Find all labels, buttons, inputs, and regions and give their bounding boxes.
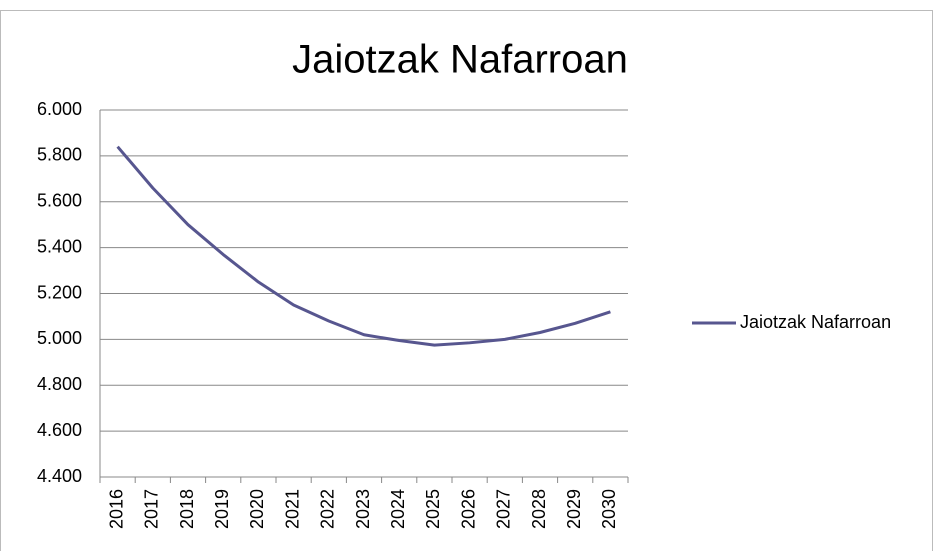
x-tick-label: 2030 <box>599 489 619 529</box>
x-tick-label: 2029 <box>564 489 584 529</box>
x-tick-label: 2024 <box>388 489 408 529</box>
x-tick-label: 2023 <box>353 489 373 529</box>
y-tick-label: 4.600 <box>37 420 82 440</box>
y-tick-label: 5.800 <box>37 145 82 165</box>
x-tick-label: 2019 <box>212 489 232 529</box>
chart-frame <box>0 10 933 551</box>
x-tick-label: 2026 <box>458 489 478 529</box>
y-tick-label: 5.000 <box>37 328 82 348</box>
x-tick-label: 2016 <box>106 489 126 529</box>
x-tick-label: 2021 <box>282 489 302 529</box>
legend-label: Jaiotzak Nafarroan <box>740 312 891 332</box>
y-tick-label: 6.000 <box>37 99 82 119</box>
x-tick-label: 2022 <box>318 489 338 529</box>
x-tick-label: 2017 <box>142 489 162 529</box>
y-tick-label: 4.400 <box>37 466 82 486</box>
y-tick-label: 5.400 <box>37 236 82 256</box>
x-tick-label: 2027 <box>494 489 514 529</box>
series-line <box>116 145 611 347</box>
x-tick-label: 2020 <box>247 489 267 529</box>
x-tick-label: 2025 <box>423 489 443 529</box>
chart-title: Jaiotzak Nafarroan <box>292 38 628 82</box>
x-tick-label: 2018 <box>177 489 197 529</box>
y-tick-label: 5.200 <box>37 282 82 302</box>
x-tick-label: 2028 <box>529 489 549 529</box>
y-tick-label: 5.600 <box>37 191 82 211</box>
y-tick-label: 4.800 <box>37 374 82 394</box>
